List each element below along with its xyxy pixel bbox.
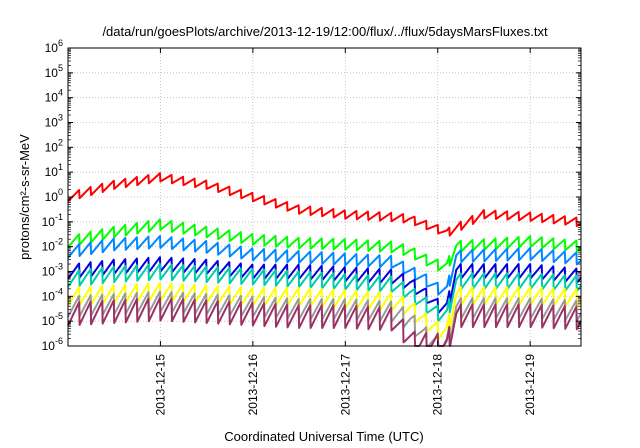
plot-background <box>68 48 581 346</box>
y-tick-label-exp: 4 <box>58 88 63 98</box>
y-tick-label: 10-2 <box>42 237 63 254</box>
y-tick-label: 104 <box>45 88 63 105</box>
y-tick-label-base: 10 <box>45 165 59 179</box>
x-axis-ticks: 2013-12-15 2013-12-16 2013-12-17 2013-12-18… <box>153 48 537 415</box>
y-tick-label-base: 10 <box>42 289 56 303</box>
y-tick-label-base: 10 <box>45 66 59 80</box>
y-tick-label-base: 10 <box>42 314 56 328</box>
y-tick-label-base: 10 <box>45 140 59 154</box>
y-tick-label-base: 10 <box>45 41 59 55</box>
y-tick-label: 10-5 <box>42 311 63 328</box>
y-tick-label: 101 <box>45 162 63 179</box>
x-tick-label: 2013-12-15 <box>153 354 167 416</box>
y-tick-label: 10-4 <box>42 286 63 303</box>
y-tick-label-exp: 0 <box>58 187 63 197</box>
y-tick-label: 102 <box>45 137 63 154</box>
y-tick-label-exp: 1 <box>58 162 63 172</box>
y-tick-label-base: 10 <box>45 91 59 105</box>
plot-frame <box>67 47 582 347</box>
x-tick-label: 2013-12-18 <box>431 354 445 416</box>
series-line <box>67 172 582 237</box>
x-tick-label: 2013-12-17 <box>338 354 352 416</box>
x-axis-label: Coordinated Universal Time (UTC) <box>224 429 423 444</box>
x-tick-label: 2013-12-19 <box>523 354 537 416</box>
y-tick-label: 100 <box>45 187 63 204</box>
y-tick-label-base: 10 <box>45 190 59 204</box>
y-tick-label-exp: 6 <box>58 38 63 48</box>
series-group <box>67 172 582 347</box>
y-tick-label-base: 10 <box>45 116 59 130</box>
y-tick-label: 10-3 <box>42 262 63 279</box>
series-line <box>67 296 582 347</box>
y-axis-label: protons/cm²-s-sr-MeV <box>17 134 32 260</box>
y-tick-label-exp: -3 <box>55 262 63 272</box>
y-tick-label: 106 <box>45 38 63 55</box>
chart-title: /data/run/goesPlots/archive/2013-12-19/1… <box>102 24 548 39</box>
series-line <box>67 235 582 296</box>
y-tick-label-exp: -1 <box>55 212 63 222</box>
y-tick-label-base: 10 <box>42 240 56 254</box>
series-line <box>67 263 582 323</box>
x-tick-label: 2013-12-16 <box>246 354 260 416</box>
series-line <box>67 218 582 272</box>
y-tick-label-exp: -5 <box>55 311 63 321</box>
y-tick-label-base: 10 <box>42 265 56 279</box>
y-tick-label: 10-6 <box>42 336 63 353</box>
y-tick-label: 103 <box>45 113 63 130</box>
y-tick-label-exp: 3 <box>58 113 63 123</box>
series-line <box>67 256 582 315</box>
y-tick-label-base: 10 <box>42 215 56 229</box>
y-tick-label-exp: -2 <box>55 237 63 247</box>
y-tick-label-exp: 5 <box>58 63 63 73</box>
y-tick-label-base: 10 <box>42 339 56 353</box>
series-line <box>67 281 582 341</box>
series-line <box>67 290 582 347</box>
y-tick-label-exp: 2 <box>58 137 63 147</box>
y-tick-label-exp: -6 <box>55 336 63 346</box>
y-tick-label-exp: -4 <box>55 286 63 296</box>
y-tick-label: 105 <box>45 63 63 80</box>
y-tick-label: 10-1 <box>42 212 63 229</box>
